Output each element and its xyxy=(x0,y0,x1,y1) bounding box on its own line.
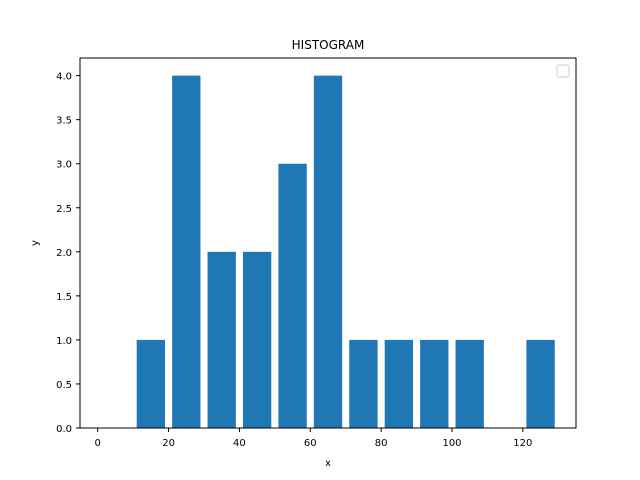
y-tick-label: 2.5 xyxy=(56,204,72,215)
bar xyxy=(455,339,484,428)
y-tick-label: 1.0 xyxy=(56,336,72,347)
y-axis-ticks: 0.0 0.5 1.0 1.5 2.0 2.5 3.0 3.5 4.0 xyxy=(56,72,80,435)
bar xyxy=(278,163,307,428)
bar xyxy=(384,339,414,428)
x-tick-label: 80 xyxy=(375,438,388,449)
x-tick-label: 0 xyxy=(95,438,101,449)
x-tick-label: 40 xyxy=(233,438,246,449)
y-tick-label: 1.5 xyxy=(56,292,72,303)
bar xyxy=(526,339,555,428)
plot-frame xyxy=(79,57,577,429)
legend-box xyxy=(556,64,570,78)
chart-title: HISTOGRAM xyxy=(292,38,365,52)
y-tick-label: 3.5 xyxy=(56,116,72,127)
x-axis-ticks: 0 20 40 60 80 100 120 xyxy=(95,428,532,449)
x-axis-label: x xyxy=(325,458,331,469)
y-tick-label: 3.0 xyxy=(56,160,72,171)
y-tick-label: 4.0 xyxy=(56,72,72,83)
bar xyxy=(313,75,343,428)
x-tick-label: 100 xyxy=(442,438,461,449)
y-tick-label: 2.0 xyxy=(56,248,72,259)
x-tick-label: 60 xyxy=(304,438,317,449)
bar xyxy=(207,251,236,428)
bar xyxy=(420,339,449,428)
y-tick-label: 0.0 xyxy=(56,424,72,435)
bar xyxy=(349,339,378,428)
bar xyxy=(242,251,272,428)
x-tick-label: 120 xyxy=(513,438,532,449)
y-axis-label: y xyxy=(30,240,41,246)
y-tick-label: 0.5 xyxy=(56,380,72,391)
bar xyxy=(172,75,201,428)
bar xyxy=(136,339,166,428)
bars-group xyxy=(136,75,555,428)
x-tick-label: 20 xyxy=(162,438,175,449)
